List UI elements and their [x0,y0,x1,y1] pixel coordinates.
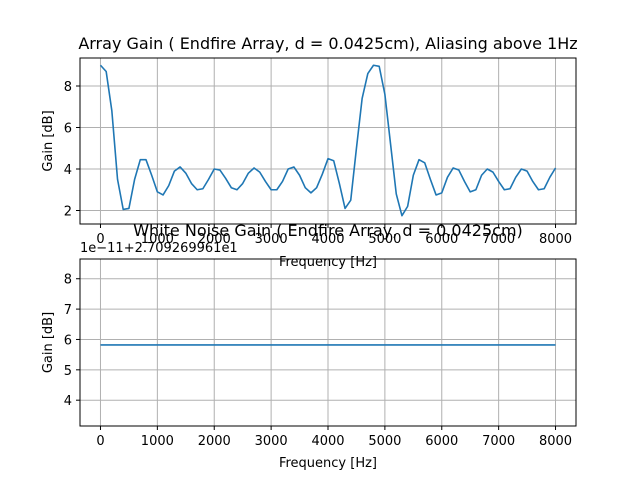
white-noise-gain-offset-text: 1e−11+2.709269961e1 [80,241,238,256]
white-noise-gain-title: White Noise Gain ( Endfire Array, d = 0.… [133,221,523,240]
array-gain-y-tick-label: 8 [64,80,72,95]
array-gain-y-tick-label: 4 [64,163,72,178]
white-noise-gain-y-tick-label: 8 [64,273,72,288]
white-noise-gain-x-tick-label: 7000 [482,434,515,449]
array-gain-x-tick-label: 4000 [311,232,344,247]
white-noise-gain-x-tick-label: 4000 [311,434,344,449]
white-noise-gain-y-axis-label: Gain [dB] [41,312,56,373]
white-noise-gain-x-tick-label: 5000 [368,434,401,449]
white-noise-gain-x-axis-label: Frequency [Hz] [279,456,377,471]
white-noise-gain-x-tick-label: 2000 [198,434,231,449]
white-noise-gain-y-tick-label: 5 [64,364,72,379]
white-noise-gain-grid [80,259,576,426]
white-noise-gain-y-tick-label: 6 [64,333,72,348]
white-noise-gain-x-tick-label: 6000 [425,434,458,449]
array-gain-ticks: 0 1000 2000 3000 4000 5000 6000 7000 8000 2 4 6 8 [64,80,572,247]
array-gain-y-tick-label: 2 [64,205,72,220]
white-noise-gain-ticks: 0 1000 2000 3000 4000 5000 6000 7000 8000 4 5 6 7 8 [64,273,572,449]
white-noise-gain-y-tick-label: 4 [64,394,72,409]
white-noise-gain-plot: 0 1000 2000 3000 4000 5000 6000 7000 8000 4 5 6 7 8 F… [41,221,577,471]
white-noise-gain-y-tick-label: 7 [64,303,72,318]
array-gain-title: Array Gain ( Endfire Array, d = 0.0425cm… [78,34,577,53]
white-noise-gain-x-tick-label: 3000 [255,434,288,449]
array-gain-x-tick-label: 3000 [255,232,288,247]
array-gain-x-tick-label: 6000 [425,232,458,247]
white-noise-gain-x-tick-label: 1000 [141,434,174,449]
array-gain-y-axis-label: Gain [dB] [41,110,56,171]
array-gain-y-tick-label: 6 [64,122,72,137]
array-gain-grid [80,58,576,224]
array-gain-x-tick-label: 7000 [482,232,515,247]
array-gain-x-tick-label: 8000 [539,232,572,247]
array-gain-x-tick-label: 2000 [198,232,231,247]
array-gain-x-tick-label: 1000 [141,232,174,247]
array-gain-x-tick-label: 0 [96,232,104,247]
white-noise-gain-x-tick-label: 0 [96,434,104,449]
white-noise-gain-x-tick-label: 8000 [539,434,572,449]
array-gain-line [99,64,557,217]
array-gain-x-tick-label: 5000 [368,232,401,247]
